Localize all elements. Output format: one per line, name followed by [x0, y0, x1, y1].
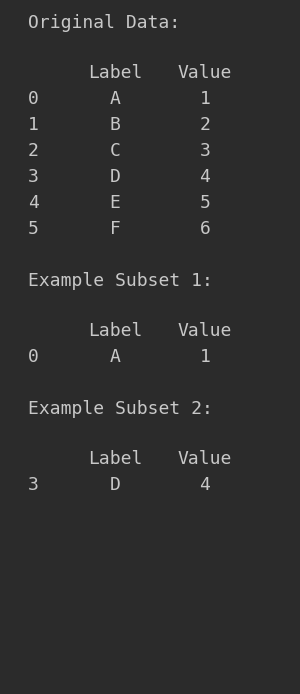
Text: 2: 2 — [28, 142, 39, 160]
Text: 3: 3 — [28, 476, 39, 494]
Text: 5: 5 — [28, 220, 39, 238]
Text: 0: 0 — [28, 90, 39, 108]
Text: D: D — [110, 168, 120, 186]
Text: 3: 3 — [28, 168, 39, 186]
Text: 5: 5 — [200, 194, 210, 212]
Text: D: D — [110, 476, 120, 494]
Text: A: A — [110, 90, 120, 108]
Text: 4: 4 — [200, 476, 210, 494]
Text: C: C — [110, 142, 120, 160]
Text: Value: Value — [178, 322, 232, 340]
Text: 6: 6 — [200, 220, 210, 238]
Text: 4: 4 — [28, 194, 39, 212]
Text: Original Data:: Original Data: — [28, 14, 180, 32]
Text: Label: Label — [88, 322, 142, 340]
Text: 1: 1 — [200, 90, 210, 108]
Text: Label: Label — [88, 450, 142, 468]
Text: 2: 2 — [200, 116, 210, 134]
Text: 4: 4 — [200, 168, 210, 186]
Text: F: F — [110, 220, 120, 238]
Text: 0: 0 — [28, 348, 39, 366]
Text: Label: Label — [88, 64, 142, 82]
Text: Example Subset 1:: Example Subset 1: — [28, 272, 213, 290]
Text: 1: 1 — [28, 116, 39, 134]
Text: 1: 1 — [200, 348, 210, 366]
Text: 3: 3 — [200, 142, 210, 160]
Text: Value: Value — [178, 64, 232, 82]
Text: E: E — [110, 194, 120, 212]
Text: A: A — [110, 348, 120, 366]
Text: Example Subset 2:: Example Subset 2: — [28, 400, 213, 418]
Text: B: B — [110, 116, 120, 134]
Text: Value: Value — [178, 450, 232, 468]
